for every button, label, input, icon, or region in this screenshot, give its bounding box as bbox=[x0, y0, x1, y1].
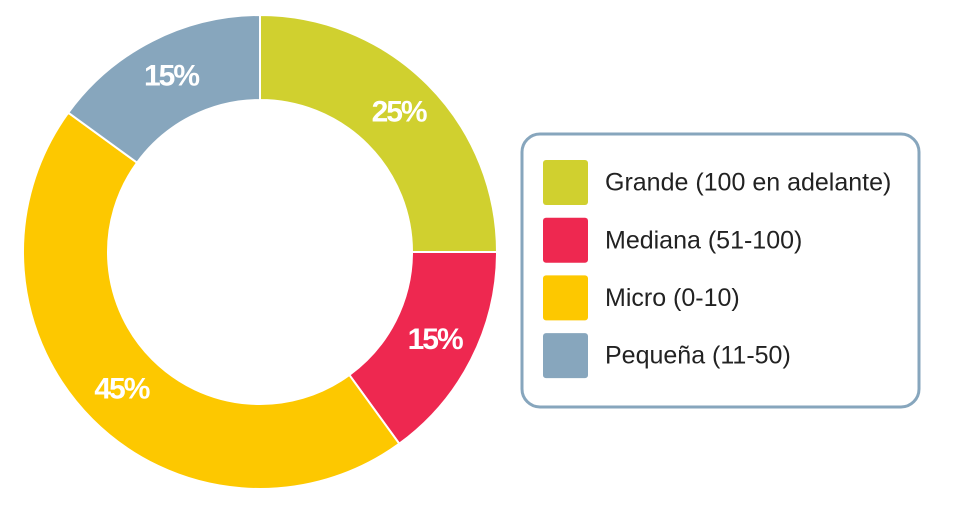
legend-swatch bbox=[543, 217, 588, 263]
legend-box bbox=[520, 132, 921, 409]
legend-label: Pequeña (11-50) bbox=[605, 342, 791, 370]
legend-label: Grande (100 en adelante) bbox=[605, 169, 891, 197]
value-label: 25% bbox=[372, 95, 427, 128]
legend-swatch bbox=[543, 333, 588, 379]
legend-swatch bbox=[543, 275, 588, 321]
donut-slice bbox=[66, 13, 261, 165]
value-label: 15% bbox=[144, 59, 199, 92]
legend-swatch bbox=[543, 160, 588, 205]
legend-label: Mediana (51-100) bbox=[605, 226, 802, 254]
donut-slice bbox=[22, 111, 401, 490]
value-label: 15% bbox=[408, 323, 463, 356]
value-label: 45% bbox=[94, 373, 149, 406]
legend-label: Micro (0-10) bbox=[605, 284, 740, 312]
donut-slice bbox=[259, 13, 499, 253]
